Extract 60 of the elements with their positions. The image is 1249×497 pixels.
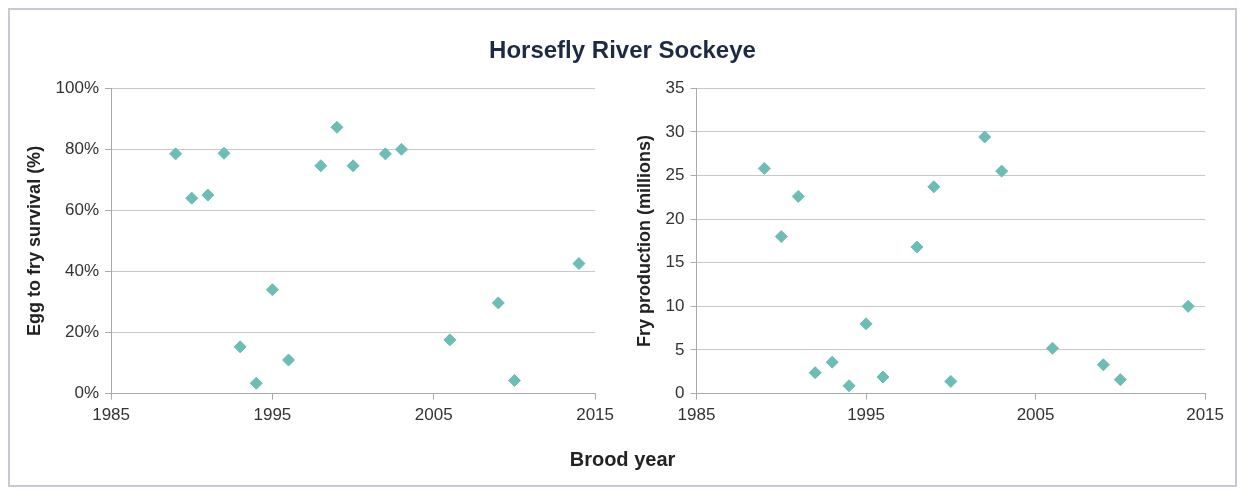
point [249, 376, 263, 390]
point [330, 120, 344, 134]
y-tick-label: 5 [675, 339, 685, 359]
point [859, 317, 873, 331]
x-tick-label: 1985 [677, 405, 716, 425]
y-axis-title: Fry production (millions) [633, 134, 654, 347]
x-tick-label: 1995 [253, 405, 292, 425]
y-tick-label: 20% [65, 322, 100, 342]
point [944, 374, 958, 388]
y-tick-label: 60% [65, 200, 100, 220]
point [910, 240, 924, 254]
y-tick-label: 40% [65, 261, 100, 281]
y-tick-label: 80% [65, 138, 100, 158]
point [443, 333, 457, 347]
point [507, 373, 521, 387]
point [876, 370, 890, 384]
point [808, 366, 822, 380]
point [1181, 299, 1195, 313]
y-tick-label: 25 [665, 165, 685, 185]
point [791, 189, 805, 203]
point [1046, 341, 1060, 355]
y-axis-title: Egg to fry survival (%) [23, 145, 44, 336]
point [572, 257, 586, 270]
x-tick-label: 2015 [576, 405, 614, 425]
point [757, 161, 771, 175]
point [378, 147, 392, 161]
point [491, 296, 505, 310]
x-tick-label: 1995 [847, 405, 885, 425]
y-tick-label: 0 [675, 383, 685, 403]
point [282, 353, 296, 367]
x-tick-label: 2005 [414, 405, 453, 425]
point [825, 355, 839, 369]
point [217, 146, 231, 160]
point [265, 283, 279, 297]
y-tick-label: 30 [665, 121, 685, 141]
y-tick-label: 0% [74, 383, 100, 403]
point [314, 159, 328, 173]
point [394, 142, 408, 156]
x-tick-label: 2015 [1186, 405, 1224, 425]
x-axis-title: Brood year [568, 448, 677, 471]
y-tick-label: 10 [665, 296, 685, 316]
point [233, 340, 247, 354]
x-tick-label: 2005 [1016, 405, 1055, 425]
point [978, 130, 992, 144]
chart-title: Horsefly River Sockeye [488, 36, 757, 64]
y-tick-label: 20 [665, 208, 685, 228]
point [185, 191, 199, 205]
y-tick-label: 15 [665, 252, 685, 272]
point [927, 180, 941, 194]
point [1096, 358, 1110, 372]
point [995, 164, 1009, 178]
point [169, 147, 183, 161]
point [774, 230, 788, 244]
point [842, 379, 856, 393]
y-tick-label: 100% [55, 77, 100, 97]
x-tick-label: 1985 [92, 405, 130, 425]
y-tick-label: 35 [665, 77, 685, 97]
point [201, 188, 215, 202]
point [346, 159, 360, 173]
point [1113, 373, 1127, 387]
